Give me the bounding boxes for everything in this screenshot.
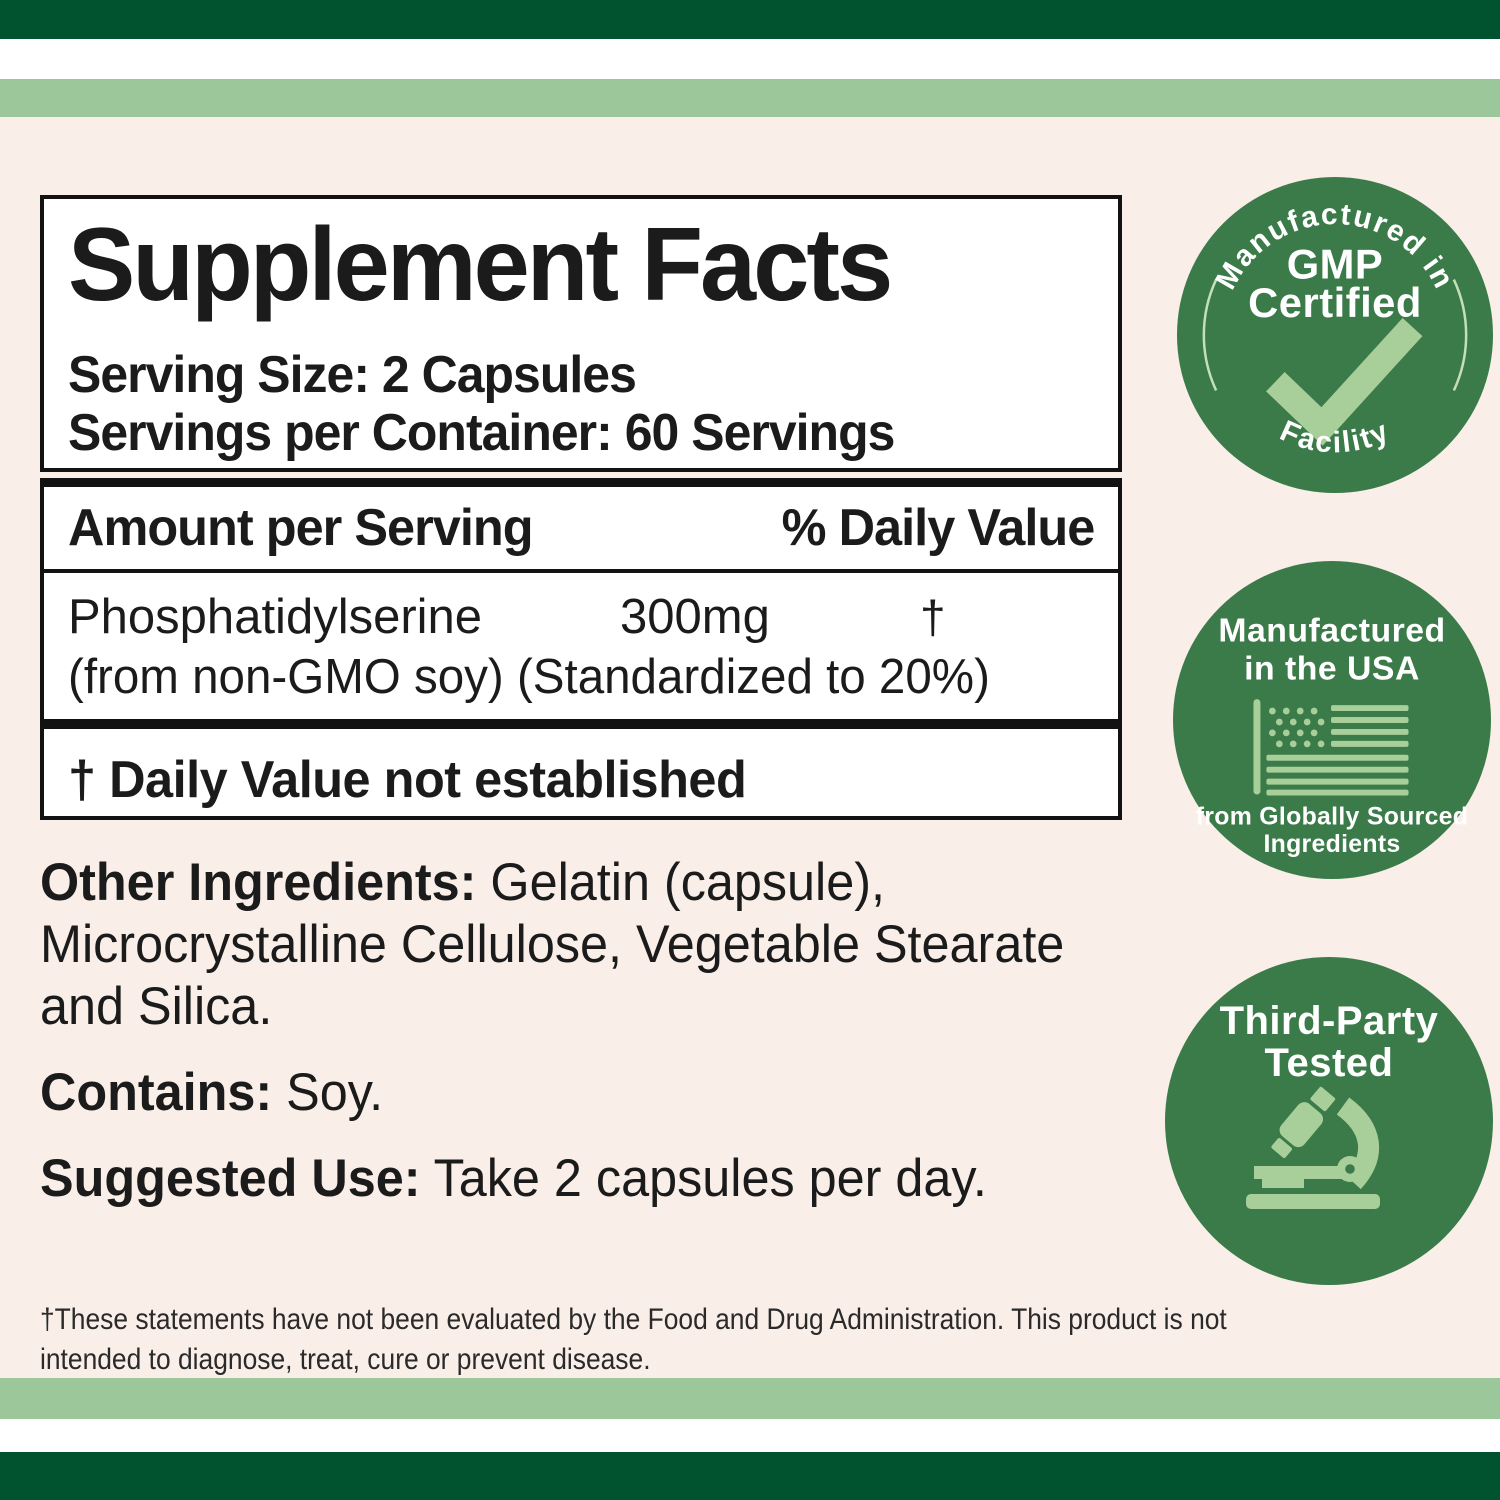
contains-paragraph: Contains: Soy. [40,1062,401,1124]
gmp-certified-badge: Manufactured in GMP Certified Facility [1176,176,1494,494]
gmp-badge-graphic: Manufactured in GMP Certified Facility [1176,176,1494,494]
ingredient-row: Phosphatidylserine 300mg † [68,587,1094,647]
supplement-facts-title: Supplement Facts [68,207,893,323]
third-party-title-line2: Tested [1265,1041,1394,1085]
usa-subtitle-line2: Ingredients [1263,831,1400,858]
other-ingredients-label: Other Ingredients: [40,853,477,912]
gmp-ring-left-arc [1202,279,1218,391]
suggested-use-label: Suggested Use: [40,1149,421,1208]
fda-disclaimer: †These statements have not been evaluate… [40,1300,1389,1380]
other-ingredients-line2: Microcrystalline Cellulose, Vegetable St… [40,915,1065,974]
ingredient-section: Phosphatidylserine 300mg † (from non-GMO… [44,573,1118,729]
ingredient-detail: (from non-GMO soy) (Standardized to 20%) [68,650,990,704]
bottom-sage-band [0,1378,1500,1419]
third-party-title-line1: Third-Party [1220,999,1439,1043]
third-party-badge-graphic: Third-Party Tested [1165,957,1493,1285]
usa-title-line2: in the USA [1244,649,1420,687]
gmp-title-line1: GMP [1287,240,1384,287]
usa-badge-graphic: Manufactured in the USA from Globally So… [1172,560,1492,880]
daily-value-footnote-row: † Daily Value not established [44,729,1118,830]
facts-header-row: Amount per Serving % Daily Value [44,487,1118,573]
ingredient-daily-value: † [920,591,946,643]
fda-disclaimer-line2: intended to diagnose, treat, cure or pre… [40,1343,651,1376]
third-party-tested-badge: Third-Party Tested [1164,956,1494,1286]
microscope-icon [1246,1086,1380,1209]
suggested-use-paragraph: Suggested Use: Take 2 capsules per day. [40,1148,1037,1210]
bottom-white-band [0,1419,1500,1452]
checkmark-icon [1266,318,1423,446]
ingredient-amount: 300mg [620,590,770,644]
made-in-usa-badge: Manufactured in the USA from Globally So… [1172,560,1492,880]
daily-value-footnote: † Daily Value not established [68,750,747,809]
suggested-use-line: Suggested Use: Take 2 capsules per day. [40,1148,987,1210]
gmp-ring-right-arc [1452,279,1468,391]
other-ingredients-line3: and Silica. [40,977,273,1036]
amount-per-serving-header: Amount per Serving [68,499,534,557]
other-ingredients-line1-rest: Gelatin (capsule), [476,853,886,912]
supplement-facts-table-box: Amount per Serving % Daily Value Phospha… [40,478,1122,820]
other-ingredients-paragraph: Other Ingredients: Gelatin (capsule), Mi… [40,852,1118,1038]
top-white-band [0,39,1500,79]
gmp-badge-circle [1176,176,1494,494]
usa-flag-icon [1253,699,1409,796]
contains-rest: Soy. [272,1063,384,1122]
serving-size: Serving Size: 2 Capsules [68,346,637,404]
fda-disclaimer-line1: †These statements have not been evaluate… [40,1303,1227,1336]
bottom-dark-band [0,1452,1500,1500]
supplement-facts-title-box: Supplement Facts Serving Size: 2 Capsule… [40,195,1122,472]
usa-title-line1: Manufactured [1218,611,1445,649]
top-sage-band [0,79,1500,117]
gmp-title-line2: Certified [1248,279,1422,326]
usa-subtitle-line1: from Globally Sourced [1196,803,1469,830]
daily-value-header: % Daily Value [781,499,1095,557]
contains-line: Contains: Soy. [40,1062,383,1124]
contains-label: Contains: [40,1063,273,1122]
top-dark-band [0,0,1500,39]
suggested-use-rest: Take 2 capsules per day. [420,1149,987,1208]
other-ingredients-line1: Other Ingredients: Gelatin (capsule), [40,852,1064,914]
servings-per-container: Servings per Container: 60 Servings [68,404,895,462]
ingredient-name: Phosphatidylserine [68,590,483,644]
